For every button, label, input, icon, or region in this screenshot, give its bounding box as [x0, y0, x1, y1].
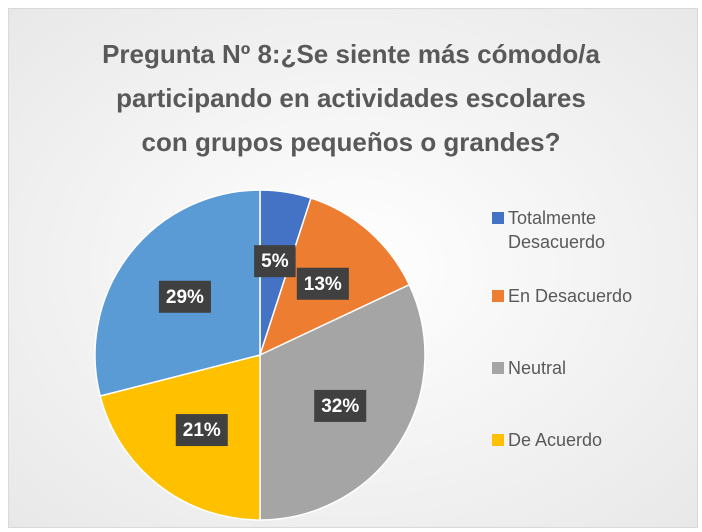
data-label-box — [254, 245, 296, 278]
data-label: 5% — [261, 251, 289, 272]
data-label: 21% — [183, 420, 221, 441]
legend-label: Neutral — [508, 358, 567, 378]
data-label-box — [314, 389, 367, 422]
legend-swatch — [492, 290, 504, 302]
chart-title: Pregunta Nº 8:¿Se siente más cómodo/a pa… — [102, 39, 600, 157]
legend-item: Totalmente Desacuerdo — [492, 206, 628, 254]
legend-swatch — [492, 434, 504, 446]
legend-label: Totalmente Desacuerdo — [508, 208, 606, 252]
legend-item: De Acuerdo — [492, 428, 602, 452]
data-label: 13% — [304, 274, 342, 295]
legend-label: De Acuerdo — [508, 430, 603, 450]
legend-swatch — [492, 212, 504, 224]
data-label: 32% — [321, 396, 359, 417]
legend-item: En Desacuerdo — [492, 284, 632, 308]
legend-swatch — [492, 362, 504, 374]
data-label-box — [158, 280, 211, 313]
legend-item: Neutral — [492, 356, 566, 380]
legend-label: En Desacuerdo — [508, 286, 633, 306]
data-label-box — [296, 267, 349, 300]
data-label: 29% — [166, 287, 204, 308]
data-label-box — [175, 414, 228, 447]
